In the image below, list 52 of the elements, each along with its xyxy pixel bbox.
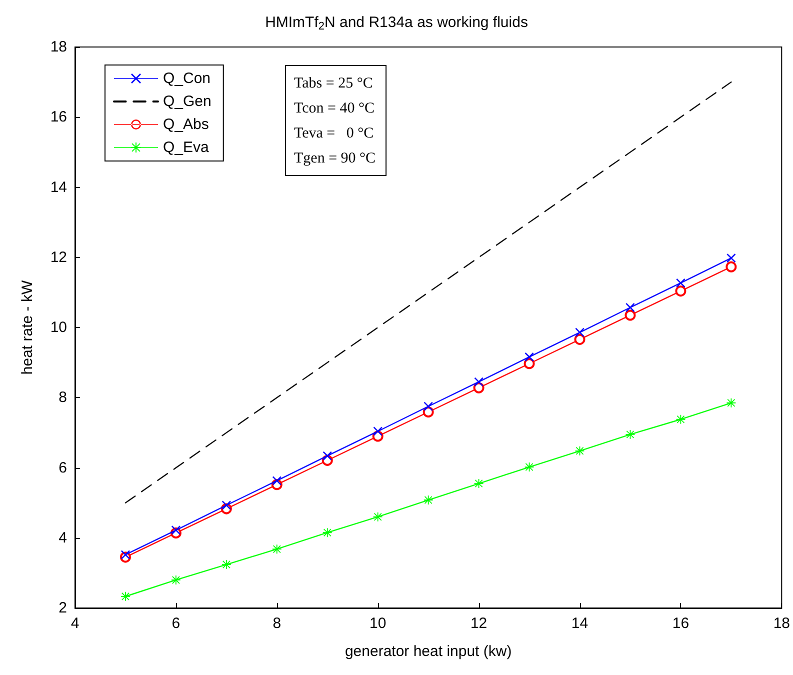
legend-label: Q_Gen	[163, 93, 212, 110]
point	[726, 254, 736, 263]
point	[474, 377, 484, 386]
annotation: Tgen = 90 °C	[294, 150, 376, 166]
y-tick-label: 10	[50, 319, 67, 336]
point	[676, 278, 686, 288]
point	[726, 261, 737, 272]
point	[574, 334, 586, 345]
point	[171, 575, 180, 584]
point	[575, 328, 584, 337]
point	[373, 512, 382, 522]
point	[524, 352, 534, 362]
x-tick-label: 6	[172, 615, 180, 632]
point	[222, 500, 231, 510]
y-tick-label: 16	[50, 108, 67, 126]
y-tick-label: 4	[58, 529, 67, 546]
x-tick-label: 4	[70, 615, 80, 632]
point	[322, 451, 332, 460]
x-tick-label: 16	[672, 615, 690, 632]
y-tick-label: 18	[50, 38, 67, 56]
annotation: Tcon = 40 °C	[294, 100, 374, 116]
y-tick-label: 2	[58, 600, 67, 616]
annotation: Tabs = 25 °C	[294, 76, 373, 92]
point	[171, 526, 180, 535]
point	[272, 476, 282, 486]
point	[322, 528, 332, 538]
point	[222, 560, 231, 570]
legend-label: Q_Abs	[163, 116, 209, 133]
x-tick-label: 18	[773, 615, 790, 632]
y-tick-label: 14	[50, 178, 67, 196]
point	[626, 303, 635, 312]
y-axis-title: heat rate - kW	[19, 280, 36, 375]
point	[726, 398, 736, 408]
legend-label: Q_Eva	[163, 139, 210, 156]
x-tick-label: 8	[272, 615, 282, 632]
point	[424, 402, 433, 411]
y-tick-label: 6	[58, 459, 67, 476]
annotation: Teva = 0 °C	[294, 126, 374, 142]
point	[624, 310, 636, 321]
point	[524, 358, 535, 370]
y-tick-label: 8	[58, 389, 67, 406]
x-axis-title: generator heat input (kw)	[344, 643, 512, 660]
y-tick-label: 12	[50, 248, 67, 266]
legend-label: Q_Con	[163, 70, 211, 87]
point	[120, 550, 130, 560]
point	[120, 592, 130, 601]
x-tick-label: 10	[370, 615, 386, 632]
x-tick-label: 14	[571, 615, 588, 632]
x-tick-label: 12	[470, 615, 488, 632]
point	[373, 426, 382, 436]
point	[272, 544, 282, 554]
point	[675, 286, 686, 297]
